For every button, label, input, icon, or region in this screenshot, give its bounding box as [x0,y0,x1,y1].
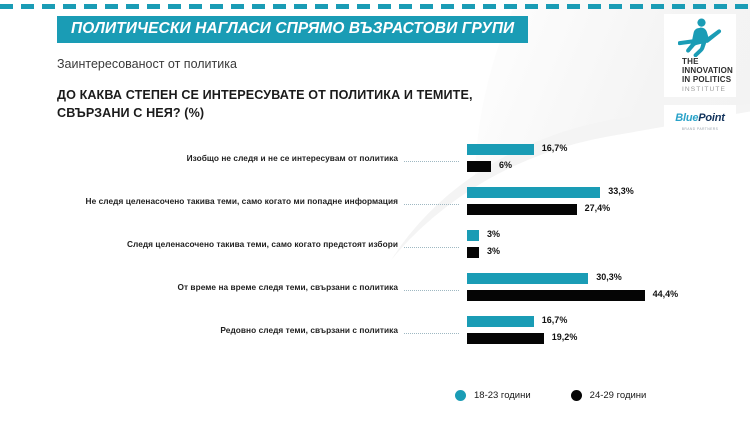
bar-line: 6% [467,160,750,172]
category-label: Редовно следя теми, свързани с политика [220,325,398,335]
bar-value-label: 16,7% [541,315,568,325]
top-dashed-rule [0,4,750,9]
bar-line: 30,3% [467,272,750,284]
legend-marker-24-29 [570,390,582,401]
logo-wordmark: THE INNOVATION IN POLITICS INSTITUTE [666,57,734,93]
bar-pair: 16,7% 19,2% [467,315,750,350]
bar-value-label: 6% [499,160,513,170]
legend-label: 18-23 години [474,390,531,401]
category-label: От време на време следя теми, свързани с… [177,282,398,292]
bluepoint-point: Point [698,112,725,125]
bar-line: 16,7% [467,143,750,155]
bar-pair: 3% 3% [467,229,750,264]
logo-line-innovation: INNOVATION [682,65,734,75]
chart-legend: 18-23 години 24-29 години [455,390,646,401]
leader-dots [404,204,459,206]
bar-24-29 [467,161,491,172]
category-label: Изобщо не следя и не се интересувам от п… [186,153,398,163]
leader-dots [404,333,459,335]
chart-row: Не следя целенасочено такива теми, само … [0,183,750,226]
bar-value-label: 16,7% [541,143,568,153]
bar-18-23 [467,273,589,284]
bar-24-29 [467,290,645,301]
logo-block: THE INNOVATION IN POLITICS INSTITUTE Blu… [664,14,736,134]
bar-value-label: 33,3% [608,186,634,196]
bar-18-23 [467,316,534,327]
chart-row: Изобщо не следя и не се интересувам от п… [0,140,750,183]
legend-item: 24-29 години [570,390,647,401]
legend-marker-18-23 [455,390,466,401]
bar-value-label: 30,3% [596,272,622,282]
title-banner: ПОЛИТИЧЕСКИ НАГЛАСИ СПРЯМО ВЪЗРАСТОВИ ГР… [57,16,529,43]
bar-line: 3% [467,229,750,241]
bar-24-29 [467,204,577,215]
bar-18-23 [467,187,601,198]
bluepoint-tagline: BRAND PARTNERS [681,127,719,132]
jumping-person-icon [678,18,722,57]
bar-value-label: 27,4% [584,203,611,213]
bar-18-23 [467,230,479,241]
question-heading: ДО КАКВА СТЕПЕН СЕ ИНТЕРЕСУВАТЕ ОТ ПОЛИТ… [57,88,473,121]
category-label: Следя целенасочено такива теми, само ког… [126,239,398,249]
category-label: Не следя целенасочено такива теми, само … [85,196,398,206]
bar-value-label: 19,2% [551,332,578,342]
leader-dots [404,290,459,292]
subtitle: Заинтересованост от политика [57,57,237,71]
leader-dots [404,247,459,249]
bar-pair: 30,3% 44,4% [467,272,750,307]
bar-24-29 [467,333,544,344]
background-bottom-fade [0,373,750,443]
bar-line: 33,3% [467,186,750,198]
bar-pair: 33,3% 27,4% [467,186,750,221]
bar-line: 27,4% [467,203,750,215]
chart-row: Редовно следя теми, свързани с политика 1… [0,312,750,355]
innovation-in-politics-logo: THE INNOVATION IN POLITICS INSTITUTE [664,14,736,98]
chart-row: Следя целенасочено такива теми, само ког… [0,226,750,269]
legend-label: 24-29 години [589,390,647,401]
bluepoint-wordmark: BluePoint [675,112,725,124]
bluepoint-logo: BluePoint BRAND PARTNERS [664,105,736,134]
page-title: ПОЛИТИЧЕСКИ НАГЛАСИ СПРЯМО ВЪЗРАСТОВИ ГР… [71,20,515,37]
bar-pair: 16,7% 6% [467,143,750,178]
chart-row: От време на време следя теми, свързани с… [0,269,750,312]
bar-value-label: 3% [487,246,501,256]
bar-line: 44,4% [467,289,750,301]
bar-line: 16,7% [467,315,750,327]
bluepoint-blue: Blue [675,112,699,125]
slide-header: ПОЛИТИЧЕСКИ НАГЛАСИ СПРЯМО ВЪЗРАСТОВИ ГР… [57,16,529,123]
bar-18-23 [467,144,534,155]
bar-value-label: 44,4% [652,289,679,299]
bar-line: 3% [467,246,750,258]
bar-24-29 [467,247,479,258]
logo-line-institute: INSTITUTE [682,85,726,93]
bar-value-label: 3% [487,229,501,239]
bar-chart: Изобщо не следя и не се интересувам от п… [0,140,750,355]
legend-item: 18-23 години [455,390,531,401]
bar-line: 19,2% [467,332,750,344]
leader-dots [404,161,459,163]
logo-line-the: THE [682,57,699,66]
logo-line-in-politics: IN POLITICS [682,74,732,84]
